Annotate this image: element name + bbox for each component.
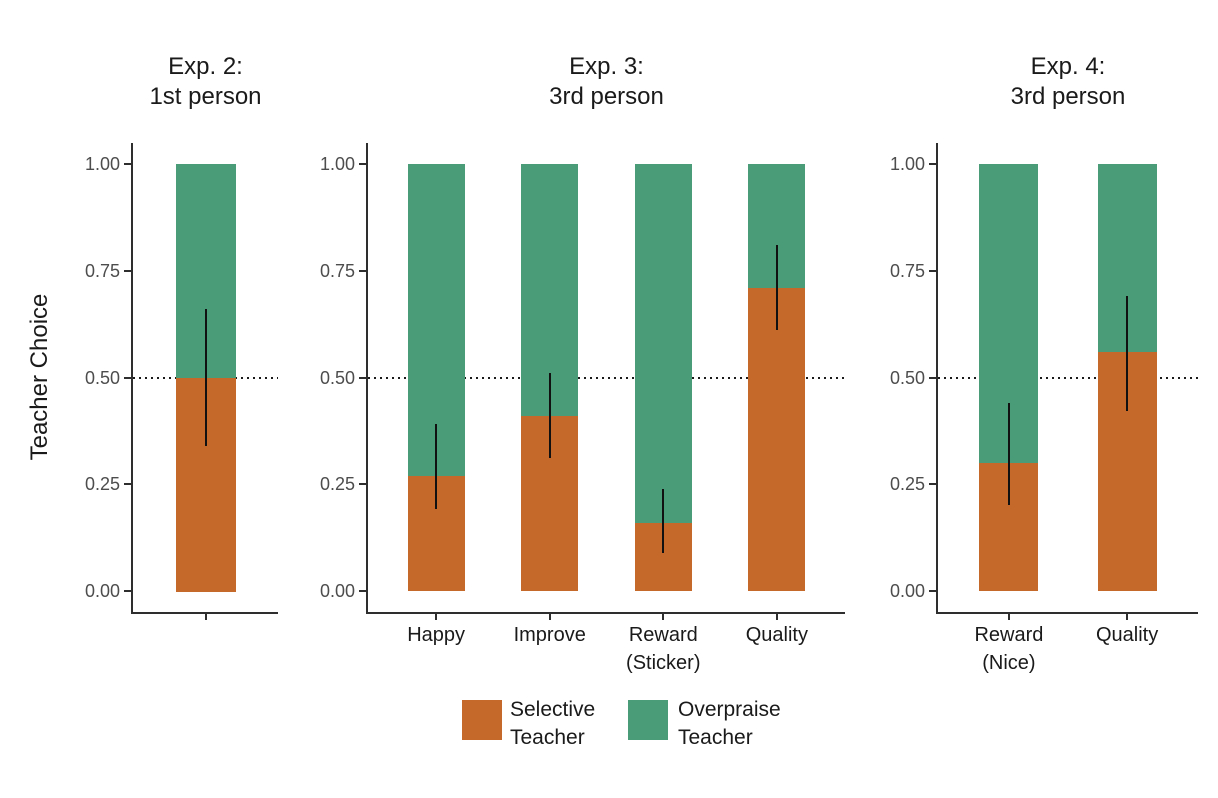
x-tick-mark xyxy=(435,614,437,620)
y-tick-label: 0.50 xyxy=(319,367,355,388)
y-tick-mark xyxy=(124,269,131,272)
x-tick-mark xyxy=(1126,614,1128,620)
y-tick-mark xyxy=(124,163,131,165)
legend-label-selective: Selective Teacher xyxy=(510,698,596,749)
y-tick-mark xyxy=(929,163,936,165)
y-tick-mark xyxy=(929,376,936,379)
x-axis-line xyxy=(366,612,845,614)
y-axis-line xyxy=(366,143,368,612)
error-bar xyxy=(205,309,207,446)
x-tick-label: Happy xyxy=(407,624,466,646)
x-axis-line xyxy=(131,612,278,614)
x-tick-label: Quality xyxy=(1095,624,1159,646)
facet-title: Exp. 2: 1st person xyxy=(149,53,262,110)
reference-line-050 xyxy=(938,376,1198,379)
y-tick-mark xyxy=(124,590,131,592)
y-tick-mark xyxy=(929,483,936,486)
y-tick-mark xyxy=(124,376,131,379)
error-bar xyxy=(1008,403,1010,505)
reference-line-050 xyxy=(368,376,845,379)
error-bar xyxy=(549,373,551,458)
y-tick-label: 0.00 xyxy=(889,581,925,601)
y-axis-line xyxy=(131,143,133,612)
x-tick-label: Reward (Nice) xyxy=(974,624,1044,674)
x-tick-label: Improve xyxy=(513,624,586,646)
x-tick-mark xyxy=(549,614,551,620)
x-tick-mark xyxy=(1008,614,1010,620)
x-tick-mark xyxy=(776,614,778,620)
selective-bar-segment xyxy=(748,288,805,591)
overpraise-bar-segment xyxy=(635,164,692,523)
error-bar xyxy=(776,245,778,330)
x-tick-label: Reward (Sticker) xyxy=(626,624,701,674)
y-tick-label: 0.25 xyxy=(84,474,120,495)
y-tick-label: 1.00 xyxy=(319,154,355,174)
legend-label-overpraise: Overpraise Teacher xyxy=(678,698,781,749)
y-tick-mark xyxy=(929,590,936,592)
y-tick-mark xyxy=(124,483,131,486)
y-tick-label: 0.25 xyxy=(319,474,355,495)
x-tick-mark xyxy=(205,614,207,620)
y-tick-label: 0.00 xyxy=(84,581,120,601)
y-tick-label: 0.00 xyxy=(319,581,355,601)
y-tick-label: 0.75 xyxy=(889,260,925,281)
y-tick-label: 0.50 xyxy=(889,367,925,388)
x-axis-line xyxy=(936,612,1198,614)
y-tick-mark xyxy=(359,163,366,165)
y-tick-label: 1.00 xyxy=(889,154,925,174)
y-tick-label: 0.75 xyxy=(84,260,120,281)
y-tick-mark xyxy=(359,269,366,272)
x-tick-mark xyxy=(662,614,664,620)
y-tick-mark xyxy=(359,376,366,379)
y-tick-label: 0.25 xyxy=(889,474,925,495)
facet-title: Exp. 4: 3rd person xyxy=(1010,53,1126,110)
facet-title: Exp. 3: 3rd person xyxy=(549,53,664,110)
y-axis-title: Teacher Choice xyxy=(26,293,53,461)
x-tick-label: Quality xyxy=(745,624,808,646)
y-tick-mark xyxy=(359,483,366,486)
error-bar xyxy=(662,489,664,553)
y-tick-label: 1.00 xyxy=(84,154,120,174)
overpraise-teacher-swatch-icon xyxy=(628,700,668,740)
y-tick-mark xyxy=(929,269,936,272)
y-tick-label: 0.75 xyxy=(319,260,355,281)
error-bar xyxy=(1126,296,1128,411)
y-axis-line xyxy=(936,143,938,612)
y-tick-mark xyxy=(359,590,366,592)
error-bar xyxy=(435,424,437,509)
selective-teacher-swatch-icon xyxy=(462,700,502,740)
y-tick-label: 0.50 xyxy=(84,367,120,388)
